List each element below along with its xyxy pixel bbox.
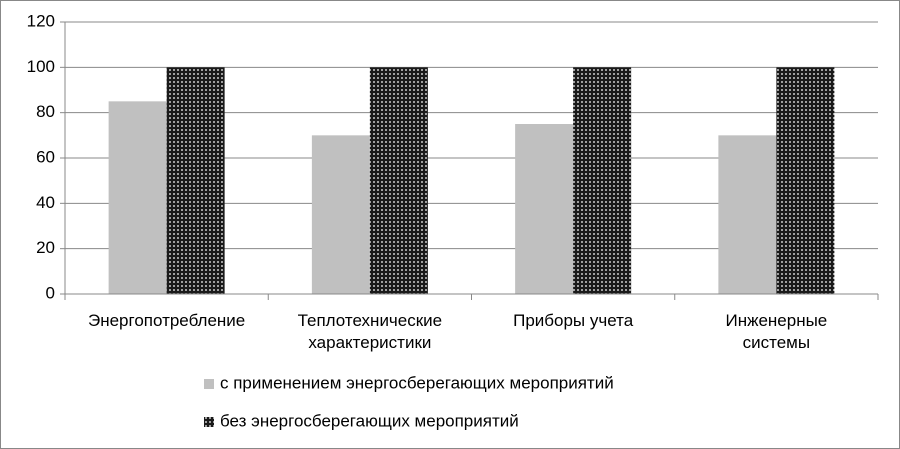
bar <box>573 67 632 294</box>
bar <box>166 67 225 294</box>
bar <box>776 67 835 294</box>
x-tick-label: Теплотехнические характеристики <box>298 311 443 352</box>
legend-label: с применением энергосберегающих мероприя… <box>220 373 614 392</box>
y-tick-label: 40 <box>36 193 55 212</box>
y-tick-label: 120 <box>27 11 55 30</box>
y-tick-label: 20 <box>36 238 55 257</box>
y-tick-label: 100 <box>27 57 55 76</box>
x-tick-label: Энергопотребление <box>88 311 245 330</box>
legend-swatch <box>204 417 214 427</box>
y-tick-label: 60 <box>36 147 55 166</box>
legend-swatch <box>204 379 214 389</box>
bar <box>718 135 777 294</box>
bar <box>311 135 370 294</box>
x-tick-label: Инженерные системы <box>725 311 827 352</box>
x-tick-label: Приборы учета <box>513 311 634 330</box>
bar <box>369 67 428 294</box>
bar <box>108 101 167 294</box>
y-tick-label: 0 <box>46 283 55 302</box>
y-tick-label: 80 <box>36 102 55 121</box>
bar <box>515 124 574 294</box>
legend-label: без энергосберегающих мероприятий <box>220 411 519 430</box>
